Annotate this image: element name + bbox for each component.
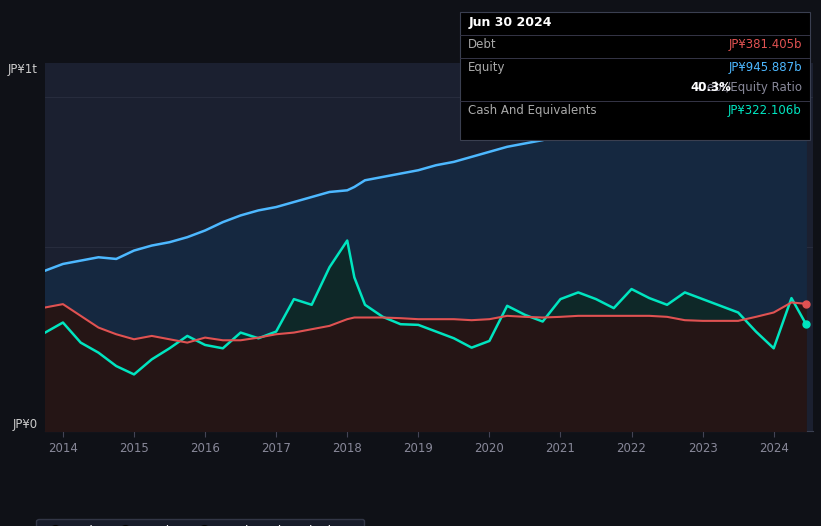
Text: Jun 30 2024: Jun 30 2024 xyxy=(468,16,552,29)
Text: JP¥945.887b: JP¥945.887b xyxy=(728,60,802,74)
Text: Debt/Equity Ratio: Debt/Equity Ratio xyxy=(694,81,802,94)
Text: Cash And Equivalents: Cash And Equivalents xyxy=(468,104,597,117)
Text: Debt: Debt xyxy=(468,38,497,51)
Text: JP¥322.106b: JP¥322.106b xyxy=(728,104,802,117)
Text: JP¥381.405b: JP¥381.405b xyxy=(728,38,802,51)
Text: Equity: Equity xyxy=(468,60,506,74)
Text: JP¥0: JP¥0 xyxy=(12,418,38,431)
Text: 40.3%: 40.3% xyxy=(690,81,731,94)
Legend: Debt, Equity, Cash And Equivalents: Debt, Equity, Cash And Equivalents xyxy=(36,519,365,526)
Text: JP¥1t: JP¥1t xyxy=(7,63,38,76)
